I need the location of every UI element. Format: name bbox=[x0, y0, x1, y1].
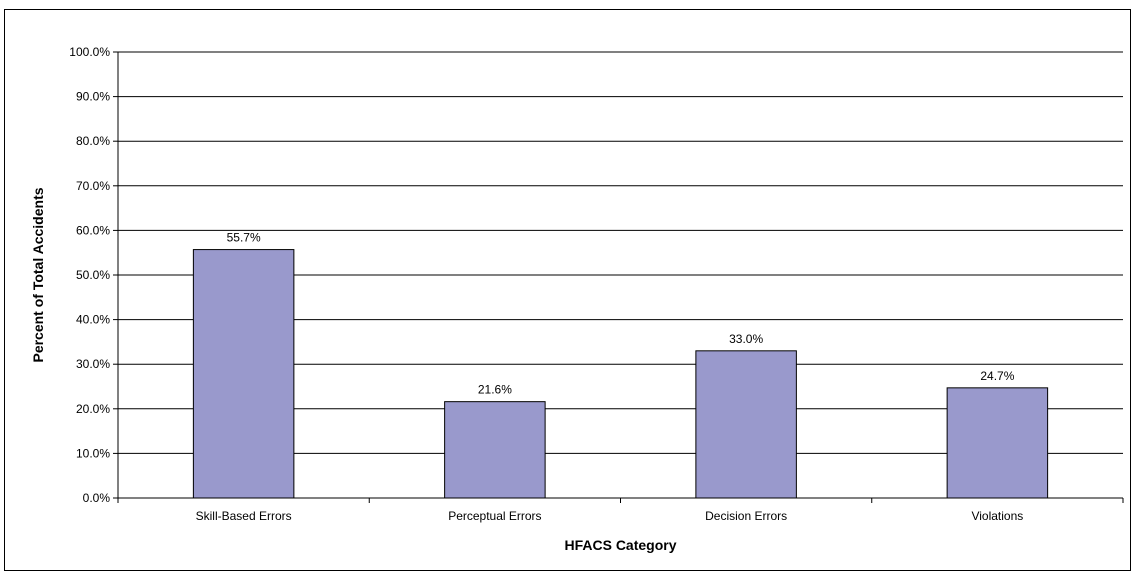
axes bbox=[113, 51, 1124, 503]
bar bbox=[444, 401, 546, 499]
data-label: 33.0% bbox=[729, 332, 763, 346]
x-tick-label: Decision Errors bbox=[705, 509, 787, 523]
data-label: 55.7% bbox=[227, 231, 261, 245]
bar bbox=[192, 249, 295, 499]
bar bbox=[946, 387, 1049, 499]
x-tick-label: Violations bbox=[971, 509, 1023, 523]
y-tick-label: 0.0% bbox=[83, 491, 111, 505]
bars bbox=[192, 249, 1049, 499]
x-tick-label: Skill-Based Errors bbox=[196, 509, 292, 523]
y-tick-label: 40.0% bbox=[76, 313, 110, 327]
data-label: 24.7% bbox=[980, 369, 1014, 383]
y-tick-label: 60.0% bbox=[76, 223, 110, 237]
y-tick-label: 90.0% bbox=[76, 90, 110, 104]
bar bbox=[695, 350, 797, 499]
y-axis-title: Percent of Total Accidents bbox=[30, 187, 46, 362]
y-tick-label: 70.0% bbox=[76, 179, 110, 193]
y-tick-label: 50.0% bbox=[76, 268, 110, 282]
bar-chart: 0.0% 10.0% 20.0% 30.0% 40.0% 50.0% 60.0% 70.0% 8… bbox=[30, 45, 1124, 553]
labels: 0.0% 10.0% 20.0% 30.0% 40.0% 50.0% 60.0% 70.0% 8… bbox=[69, 45, 1023, 523]
y-tick-label: 80.0% bbox=[76, 134, 110, 148]
x-axis-title: HFACS Category bbox=[564, 537, 676, 553]
y-tick-label: 20.0% bbox=[76, 402, 110, 416]
x-tick-label: Perceptual Errors bbox=[448, 509, 541, 523]
y-tick-label: 10.0% bbox=[76, 446, 110, 460]
y-tick-label: 100.0% bbox=[69, 45, 110, 59]
chart-frame: 0.0% 10.0% 20.0% 30.0% 40.0% 50.0% 60.0% 70.0% 8… bbox=[4, 9, 1131, 571]
y-tick-label: 30.0% bbox=[76, 357, 110, 371]
data-label: 21.6% bbox=[478, 383, 512, 397]
